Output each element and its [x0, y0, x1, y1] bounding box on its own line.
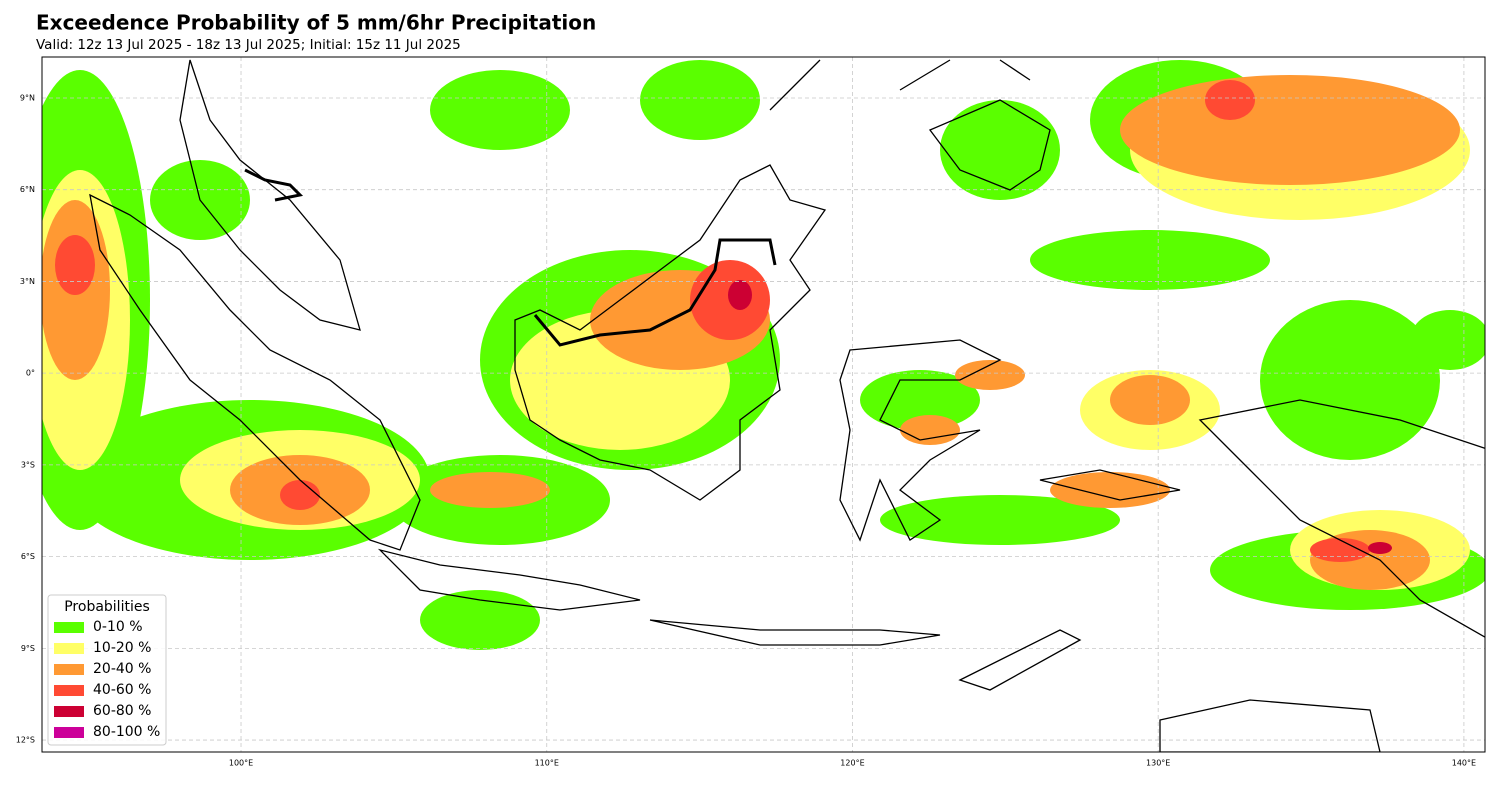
legend-label: 10-20 % [93, 640, 151, 656]
legend-swatch [54, 622, 84, 633]
legend: Probabilities 0-10 % 10-20 % 20-40 % 40-60 … [47, 594, 167, 746]
x-tick-label: 120°E [840, 759, 864, 768]
legend-label: 20-40 % [93, 661, 151, 677]
legend-label: 80-100 % [93, 724, 160, 740]
legend-swatch [54, 706, 84, 717]
y-tick-label: 9°N [20, 93, 35, 102]
y-tick-label: 3°S [21, 460, 35, 469]
legend-swatch [54, 727, 84, 738]
x-tick-label: 110°E [535, 759, 559, 768]
legend-swatch [54, 664, 84, 675]
x-tick-label: 140°E [1452, 759, 1476, 768]
legend-label: 60-80 % [93, 703, 151, 719]
x-tick-label: 130°E [1146, 759, 1170, 768]
legend-swatch [54, 643, 84, 654]
subtitle: Valid: 12z 13 Jul 2025 - 18z 13 Jul 2025… [36, 37, 461, 53]
title: Exceedence Probability of 5 mm/6hr Preci… [36, 11, 596, 35]
legend-title: Probabilities [64, 599, 150, 615]
legend-items: 0-10 % 10-20 % 20-40 % 40-60 % 60-80 % 80-100… [54, 619, 160, 740]
y-tick-label: 0° [26, 369, 35, 378]
map-frame [41, 56, 1486, 753]
legend-swatch [54, 685, 84, 696]
y-tick-label: 6°N [20, 185, 35, 194]
y-tick-label: 3°N [20, 277, 35, 286]
legend-label: 0-10 % [93, 619, 143, 635]
y-tick-label: 6°S [21, 552, 35, 561]
y-tick-label: 9°S [21, 644, 35, 653]
y-tick-label: 12°S [16, 736, 35, 745]
legend-label: 40-60 % [93, 682, 151, 698]
graticule: 100°E 110°E 120°E 130°E 140°E 9°N 6°N 3°N 0° 3°S 6… [16, 57, 1485, 768]
coastlines [89, 59, 1485, 752]
x-tick-label: 100°E [229, 759, 253, 768]
